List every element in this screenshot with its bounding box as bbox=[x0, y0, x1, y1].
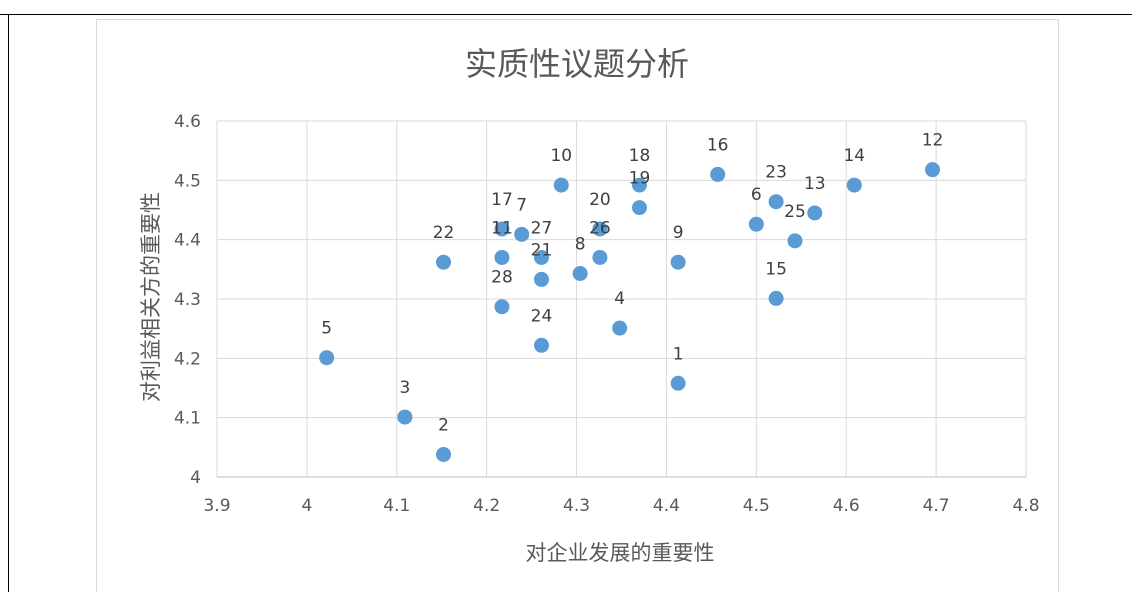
chart-title: 实质性议题分析 bbox=[465, 45, 689, 83]
y-tick-label: 4.6 bbox=[174, 112, 201, 132]
y-tick-label: 4 bbox=[190, 468, 201, 488]
data-label: 4 bbox=[614, 289, 625, 309]
data-point bbox=[748, 216, 764, 232]
data-point bbox=[436, 446, 452, 462]
y-tick-label: 4.5 bbox=[174, 171, 201, 191]
data-point bbox=[925, 162, 941, 178]
data-label: 18 bbox=[629, 146, 651, 166]
data-point bbox=[631, 200, 647, 216]
data-label: 11 bbox=[491, 218, 513, 238]
page-border-left bbox=[8, 14, 9, 592]
data-point bbox=[572, 265, 588, 281]
data-label: 2 bbox=[438, 415, 449, 435]
data-point bbox=[612, 320, 628, 336]
data-label: 15 bbox=[765, 259, 787, 279]
data-point bbox=[436, 254, 452, 270]
data-point bbox=[710, 166, 726, 182]
data-point bbox=[768, 290, 784, 306]
data-labels: 1234567891011121314151617181920212223242… bbox=[321, 131, 943, 436]
gridlines bbox=[216, 120, 1027, 478]
x-tick-label: 4 bbox=[301, 496, 312, 516]
y-tick-label: 4.3 bbox=[174, 290, 201, 310]
data-label: 8 bbox=[575, 234, 586, 254]
data-label: 21 bbox=[531, 240, 553, 260]
y-tick-label: 4.4 bbox=[174, 231, 201, 251]
data-point bbox=[846, 177, 862, 193]
data-point bbox=[494, 221, 510, 237]
data-label: 1 bbox=[673, 344, 684, 364]
chart-area bbox=[96, 19, 1059, 592]
data-label: 13 bbox=[804, 174, 826, 194]
x-tick-label: 4.5 bbox=[743, 496, 770, 516]
data-point bbox=[494, 249, 510, 265]
tick-labels: 3.9 4 4.1 4.2 4.3 4.4 4.5 4.6 4.7 4.844.14.24.34.… bbox=[174, 112, 1040, 516]
data-label: 26 bbox=[589, 218, 611, 238]
x-tick-label: 4.8 bbox=[1012, 496, 1039, 516]
x-tick-label: 4.3 bbox=[563, 496, 590, 516]
data-point bbox=[807, 205, 823, 221]
data-label: 20 bbox=[589, 190, 611, 210]
data-point bbox=[533, 271, 549, 287]
data-point bbox=[397, 409, 413, 425]
data-label: 28 bbox=[491, 268, 513, 288]
data-label: 19 bbox=[629, 169, 651, 189]
data-label: 17 bbox=[491, 190, 513, 210]
data-points bbox=[319, 162, 941, 462]
data-label: 23 bbox=[765, 163, 787, 183]
x-tick-label: 3.9 bbox=[203, 496, 230, 516]
y-axis-title: 对利益相关方的重要性 bbox=[139, 192, 163, 402]
y-tick-label: 4.2 bbox=[174, 349, 201, 369]
data-point bbox=[787, 233, 803, 249]
data-label: 14 bbox=[843, 146, 865, 166]
data-point bbox=[631, 177, 647, 193]
page-border-top bbox=[0, 14, 1132, 15]
data-label: 9 bbox=[673, 223, 684, 243]
x-tick-label: 4.6 bbox=[833, 496, 860, 516]
data-point bbox=[670, 375, 686, 391]
data-point bbox=[494, 299, 510, 315]
data-point bbox=[533, 337, 549, 353]
data-label: 7 bbox=[516, 195, 527, 215]
data-label: 22 bbox=[433, 223, 455, 243]
data-point bbox=[533, 249, 549, 265]
data-point bbox=[319, 350, 335, 366]
data-label: 16 bbox=[707, 135, 729, 155]
x-tick-label: 4.1 bbox=[383, 496, 410, 516]
data-label: 10 bbox=[550, 146, 572, 166]
data-label: 5 bbox=[321, 319, 332, 339]
data-label: 6 bbox=[751, 185, 762, 205]
data-point bbox=[514, 226, 530, 242]
data-label: 27 bbox=[531, 218, 553, 238]
x-tick-label: 4.2 bbox=[473, 496, 500, 516]
data-point bbox=[670, 254, 686, 270]
data-point bbox=[768, 194, 784, 210]
data-point bbox=[592, 221, 608, 237]
x-tick-label: 4.7 bbox=[923, 496, 950, 516]
data-label: 24 bbox=[531, 306, 553, 326]
x-tick-label: 4.4 bbox=[653, 496, 680, 516]
data-label: 12 bbox=[922, 131, 944, 151]
data-label: 3 bbox=[399, 378, 410, 398]
y-tick-label: 4.1 bbox=[174, 409, 201, 429]
data-point bbox=[553, 177, 569, 193]
data-label: 25 bbox=[784, 202, 806, 222]
x-axis-title: 对企业发展的重要性 bbox=[526, 541, 715, 565]
data-point bbox=[592, 249, 608, 265]
